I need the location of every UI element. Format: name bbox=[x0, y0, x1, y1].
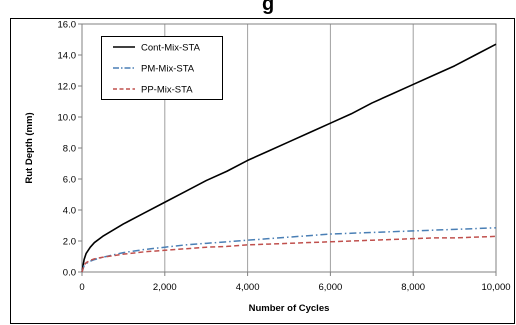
legend-label-pp-mix-sta: PP-Mix-STA bbox=[141, 85, 193, 96]
x-axis-title: Number of Cycles bbox=[249, 303, 330, 314]
y-tick-label: 0.0 bbox=[63, 268, 76, 279]
x-tick-label: 6,000 bbox=[319, 282, 343, 293]
y-tick-label: 10.0 bbox=[58, 113, 77, 124]
series-lines bbox=[81, 43, 497, 273]
x-tick-label: 4,000 bbox=[236, 282, 260, 293]
x-tick-label: 8,000 bbox=[401, 282, 425, 293]
y-tick-label: 4.0 bbox=[63, 206, 76, 217]
series-line-pp-mix-sta bbox=[81, 235, 497, 273]
x-tick-label: 0 bbox=[79, 282, 84, 293]
x-tick-label: 2,000 bbox=[153, 282, 177, 293]
y-tick-label: 16.0 bbox=[58, 20, 77, 31]
legend: Cont-Mix-STA PM-Mix-STA PP-Mix-STA bbox=[101, 36, 223, 100]
legend-label-cont-mix-sta: Cont-Mix-STA bbox=[141, 43, 201, 54]
y-tick-label: 8.0 bbox=[63, 144, 76, 155]
y-tick-label: 14.0 bbox=[58, 51, 77, 62]
y-axis: 0.0 2.0 4.0 6.0 8.0 10.0 12.0 14.0 16.0 bbox=[58, 20, 82, 279]
y-axis-title: Rut Depth (mm) bbox=[24, 112, 35, 183]
y-tick-label: 12.0 bbox=[58, 82, 77, 93]
chart-title-fragment: g bbox=[262, 0, 274, 15]
y-tick-label: 2.0 bbox=[63, 237, 76, 248]
x-axis: 0 2,000 4,000 6,000 8,000 10,000 bbox=[79, 272, 511, 293]
legend-label-pm-mix-sta: PM-Mix-STA bbox=[141, 64, 195, 75]
x-tick-label: 10,000 bbox=[481, 282, 510, 293]
y-tick-label: 6.0 bbox=[63, 175, 76, 186]
series-line-cont-mix-sta bbox=[81, 43, 497, 273]
